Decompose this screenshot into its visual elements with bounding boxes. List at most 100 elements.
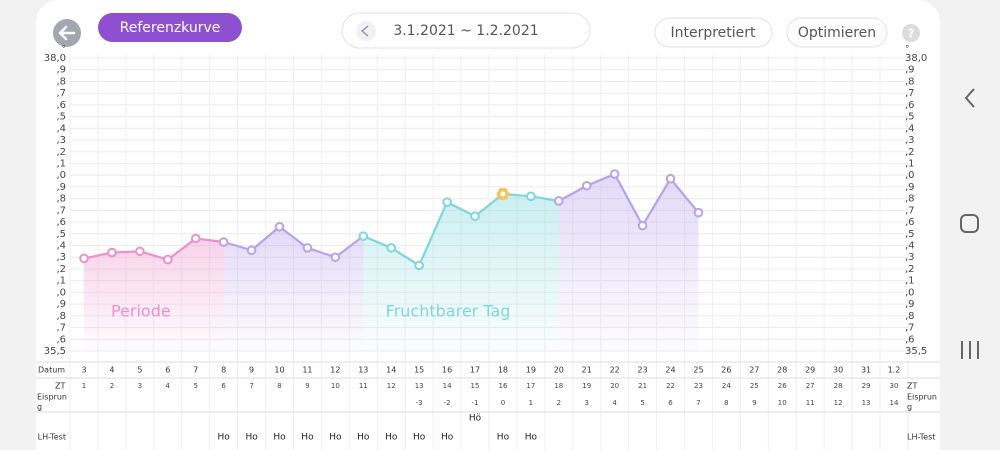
zt-label: 13 [415,382,424,390]
date-label: 11 [302,366,312,375]
y-tick-label-right: ,6 [905,100,915,111]
y-tick-label: ,5 [56,112,66,123]
zt-label: 6 [221,382,226,390]
interpret-button[interactable] [654,17,773,48]
ovulation-center [500,191,506,197]
help-button[interactable] [902,24,920,42]
ovulation-day-label: 8 [724,399,728,407]
y-tick-label-right: ,2 [905,264,915,275]
date-label: 6 [165,366,170,375]
ovulation-day-label: 1 [529,399,533,407]
y-tick-label-right: ,8 [905,311,915,322]
date-label: 29 [805,366,815,375]
ovulation-day-label: 4 [612,399,617,407]
y-tick-label-right: ,2 [905,147,915,158]
phase-label: Fruchtbarer Tag [386,302,511,321]
y-tick-label: ,3 [56,252,66,263]
date-label: 3 [81,366,86,375]
y-tick-label: ,6 [56,334,66,345]
date-label: 7 [193,366,198,375]
y-tick-label: ,6 [56,100,66,111]
ovulation-day-label: 2 [557,399,561,407]
row-label: ZT [55,382,65,391]
y-tick-label: ,9 [56,65,66,76]
point [107,247,117,258]
row-label-right: ZT [907,382,917,391]
zt-label: 17 [526,382,535,390]
ovulation-day-label: -1 [472,399,479,407]
lh-test-label: Ho [273,433,286,443]
zt-label: 15 [471,382,480,390]
interpret-label[interactable]: Interpretiert [670,25,756,41]
help-label[interactable]: ? [908,27,915,41]
date-icon[interactable] [356,21,376,41]
y-tick-label-right: ,7 [905,205,915,216]
row-label: Eisprun [37,393,67,402]
reference-button-label[interactable]: Referenzkurve [120,20,221,36]
date-label: 30 [833,366,843,375]
back-button[interactable] [53,19,81,47]
y-tick-label: ,2 [56,264,66,275]
reference-button[interactable] [98,13,242,42]
date-label: 12 [330,366,340,375]
row-label-right: LH-Test [907,433,935,442]
y-tick-label: ,4 [56,123,66,134]
date-label: 22 [610,366,620,375]
zt-label: 25 [750,382,759,390]
point [274,221,285,232]
y-tick-label: ,6 [56,217,66,228]
y-tick-label-right: ,5 [905,112,915,123]
lh-test-label: Ho [357,433,370,443]
point [162,254,173,265]
row-label: LH-Test [38,433,66,442]
optimize-button[interactable] [786,17,888,48]
zt-label: 22 [666,382,675,390]
y-tick-label: ,8 [56,76,66,87]
y-tick-label-right: 38,0 [905,53,927,64]
y-tick-label-right: ,8 [905,76,915,87]
point [637,220,648,231]
point [554,196,564,206]
ovulation-day-label: 3 [585,399,589,407]
ovulation-day-label: 7 [696,399,700,407]
date-label: 13 [358,366,368,375]
point [581,180,592,191]
date-icon-arrow [360,25,369,37]
nav-home[interactable] [960,214,979,233]
zt-label: 7 [249,382,253,390]
y-tick-label: 35,5 [44,346,66,357]
y-tick-label-right: ,3 [905,252,915,263]
y-tick-label-right: ,4 [905,241,915,252]
point [609,169,620,179]
zt-label: 4 [166,382,171,390]
point [79,253,89,264]
area [223,226,364,351]
y-tick-label-right: ,7 [905,88,915,99]
row-label-right: g [907,403,912,412]
optimize-label[interactable]: Optimieren [798,25,876,41]
area [84,238,224,351]
zt-label: 20 [610,382,619,390]
ovulation-day-label: 9 [752,399,756,407]
y-tick-label: ,7 [56,88,66,99]
zt-label: 19 [582,382,591,390]
date-label: 8 [221,366,226,375]
zt-label: 16 [498,382,507,390]
lh-test-label: Ho [218,433,231,443]
date-label: 9 [249,366,254,375]
point [218,237,229,247]
y-tick-label-right: ,3 [905,135,915,146]
date-range-box[interactable] [341,12,591,49]
y-tick-label-right: ,9 [905,65,915,76]
area [363,193,559,351]
y-tick-label: ,3 [56,135,66,146]
nav-back[interactable] [964,88,975,108]
line [223,225,364,259]
y-tick-label: ,0 [56,287,66,298]
lh-test-label: Ho [497,433,510,443]
date-label: 20 [554,366,564,375]
nav-recent[interactable] [961,341,979,359]
date-range: 3.1.2021 ~ 1.2.2021 [393,23,538,39]
zt-label: 27 [806,382,815,390]
zt-label: 12 [387,382,396,390]
